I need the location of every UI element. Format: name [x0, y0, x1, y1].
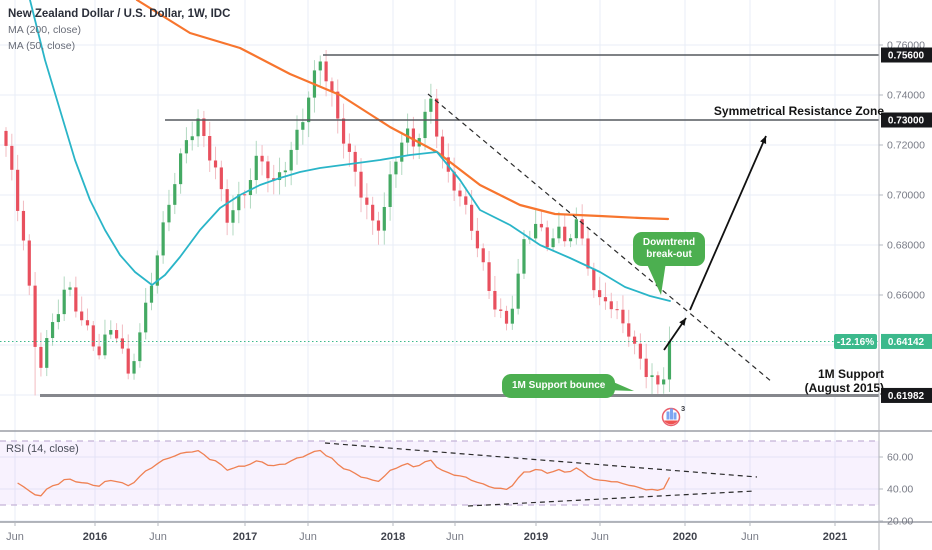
rsi-line	[17, 449, 671, 497]
svg-text:0.72000: 0.72000	[887, 140, 925, 152]
resistance-zone-label[interactable]: Symmetrical Resistance Zone	[713, 104, 884, 118]
candlestick-series	[4, 50, 672, 396]
svg-text:0.64142: 0.64142	[888, 337, 925, 348]
svg-text:2017: 2017	[233, 531, 257, 543]
svg-text:2018: 2018	[381, 531, 405, 543]
svg-text:Jun: Jun	[446, 531, 464, 543]
rsi-legend[interactable]: RSI (14, close)	[6, 443, 79, 455]
bubble-text-line2: break-out	[646, 249, 692, 260]
svg-text:0.74000: 0.74000	[887, 90, 925, 102]
support-label[interactable]: 1M Support (August 2015)	[805, 367, 884, 395]
svg-text:2016: 2016	[83, 531, 107, 543]
svg-text:Jun: Jun	[299, 531, 317, 543]
svg-text:Jun: Jun	[6, 531, 24, 543]
support-label-line2: (August 2015)	[804, 381, 884, 395]
svg-text:Jun: Jun	[741, 531, 759, 543]
rsi-band	[0, 440, 879, 506]
bubble-tails	[604, 262, 666, 391]
svg-text:Jun: Jun	[149, 531, 167, 543]
support-label-line1: 1M Support	[818, 367, 884, 381]
time-axis-labels: Jun 2016 Jun 2017 Jun 2018 Jun 2019 Jun 2020 Jun 20…	[6, 522, 847, 543]
price-level-lines[interactable]	[0, 54, 879, 397]
svg-text:0.73000: 0.73000	[888, 116, 925, 127]
svg-text:0.61982: 0.61982	[888, 391, 925, 402]
svg-text:0.70000: 0.70000	[887, 190, 925, 202]
svg-text:40.00: 40.00	[887, 484, 913, 496]
support-bounce-bubble[interactable]: 1M Support bounce	[502, 374, 616, 398]
arrow-annotations[interactable]	[663, 135, 767, 351]
svg-text:60.00: 60.00	[887, 452, 913, 464]
svg-text:Jun: Jun	[591, 531, 609, 543]
svg-text:0.66000: 0.66000	[887, 290, 925, 302]
ideas-marker-icon[interactable]: 3	[661, 404, 686, 427]
svg-text:2020: 2020	[673, 531, 697, 543]
bubble-text-line1: Downtrend	[642, 237, 696, 248]
svg-text:20.00: 20.00	[887, 516, 913, 528]
svg-text:0.68000: 0.68000	[887, 240, 925, 252]
ma50-line	[29, 0, 671, 302]
ma200-line	[135, 0, 670, 221]
svg-text:0.75600: 0.75600	[888, 51, 925, 62]
svg-text:2019: 2019	[524, 531, 548, 543]
svg-text:2021: 2021	[823, 531, 847, 543]
downtrend-breakout-bubble[interactable]: Downtrend break-out	[633, 232, 705, 266]
rsi-wedge-lines[interactable]	[324, 442, 758, 507]
svg-text:3: 3	[681, 404, 685, 413]
svg-text:-12.16%: -12.16%	[837, 337, 874, 348]
price-axis-badges: 0.75600 0.73000 0.61982 0.64142 -12.16%	[834, 47, 932, 403]
downtrend-trendline[interactable]	[427, 93, 773, 383]
